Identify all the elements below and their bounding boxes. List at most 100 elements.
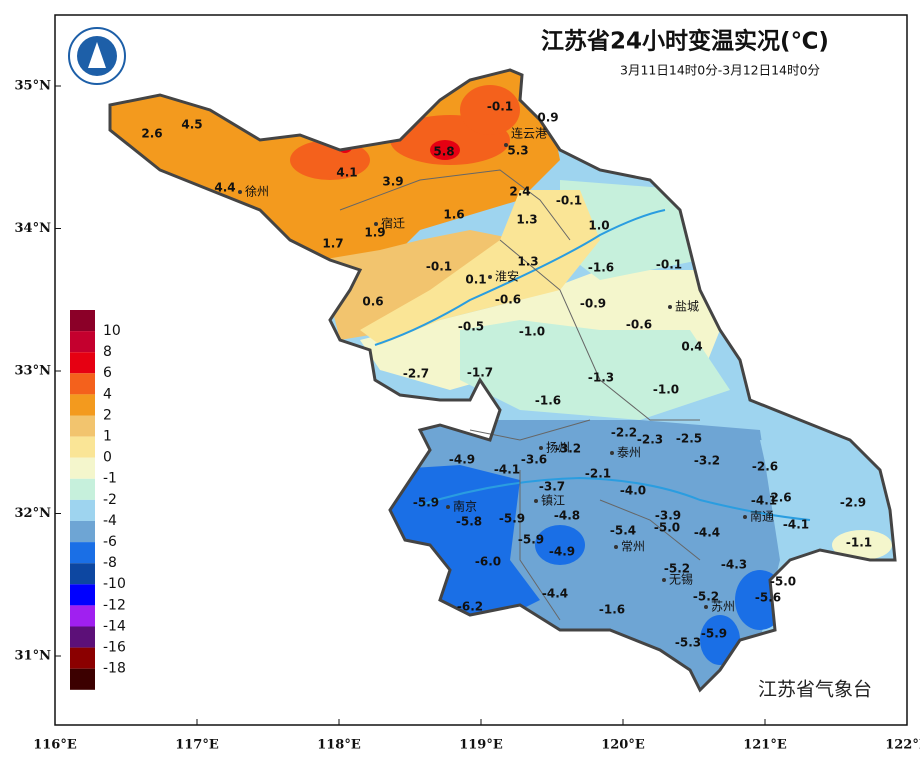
station-value: -5.0 — [654, 521, 680, 535]
legend-swatch — [70, 310, 95, 332]
legend-swatch — [70, 499, 95, 521]
legend-label: 0 — [103, 450, 112, 466]
station-value: -4.1 — [783, 518, 809, 532]
station-value: -1.3 — [588, 371, 614, 385]
station-value: -2.5 — [676, 432, 702, 446]
station-value: -5.0 — [770, 575, 796, 589]
station-value: -4.9 — [449, 453, 475, 467]
station-value: -2.3 — [637, 433, 663, 447]
lon-label: 122°E — [885, 738, 920, 753]
subtitle: 3月11日14时0分-3月12日14时0分 — [620, 63, 820, 78]
city-name: 南京 — [453, 499, 477, 514]
legend-swatch — [70, 563, 95, 585]
station-value: -3.7 — [539, 480, 565, 494]
legend-label: -18 — [103, 661, 126, 677]
legend-label: -4 — [103, 513, 117, 529]
station-value: 2.4 — [509, 185, 530, 199]
legend-swatch — [70, 605, 95, 627]
lat-label: 33°N — [15, 364, 52, 379]
station-value: 1.7 — [322, 237, 343, 251]
station-value: -4.0 — [620, 484, 646, 498]
station-value: -3.2 — [555, 442, 581, 456]
station-value: -2.1 — [585, 467, 611, 481]
station-value: 2.6 — [770, 491, 791, 505]
city-name: 苏州 — [711, 600, 735, 614]
legend-label: -2 — [103, 492, 117, 508]
legend-label: 6 — [103, 365, 112, 381]
station-value: -1.0 — [653, 383, 679, 397]
lon-label: 119°E — [459, 738, 503, 753]
station-value: -0.6 — [495, 293, 521, 307]
station-value: -5.9 — [518, 533, 544, 547]
station-value: -0.1 — [426, 260, 452, 274]
legend-swatch — [70, 457, 95, 479]
station-value: -1.6 — [599, 603, 625, 617]
station-value: 1.9 — [364, 226, 385, 240]
station-value: -5.6 — [755, 591, 781, 605]
lon-label: 121°E — [743, 738, 787, 753]
city-dot — [539, 446, 543, 450]
legend-swatch — [70, 584, 95, 606]
city-dot — [374, 222, 378, 226]
station-value: -1.6 — [588, 261, 614, 275]
station-value: -1.6 — [535, 394, 561, 408]
temp-zone — [760, 440, 895, 560]
legend-label: -6 — [103, 534, 117, 550]
station-value: -3.6 — [521, 453, 547, 467]
legend-label: 1 — [103, 429, 112, 445]
logo — [68, 27, 126, 85]
city-dot — [668, 305, 672, 309]
station-value: -1.7 — [467, 366, 493, 380]
station-value: -4.1 — [494, 463, 520, 477]
legend-label: 4 — [103, 386, 112, 402]
temp-zone — [360, 190, 600, 345]
legend-swatch — [70, 521, 95, 543]
temp-zone — [832, 530, 892, 560]
station-value: -5.2 — [664, 562, 690, 576]
legend-label: -12 — [103, 597, 126, 613]
legend-swatch — [70, 626, 95, 648]
station-value: -2.7 — [403, 367, 429, 381]
station-value: 0.9 — [537, 111, 558, 125]
station-value: -5.9 — [499, 512, 525, 526]
station-value: -5.4 — [610, 524, 636, 538]
legend-label: 2 — [103, 407, 112, 423]
legend-swatch — [70, 415, 95, 437]
station-value: 1.3 — [516, 213, 537, 227]
temp-zone — [560, 180, 700, 280]
city-dot — [743, 515, 747, 519]
legend-swatch — [70, 373, 95, 395]
temp-zone — [430, 140, 460, 160]
lat-label: 35°N — [15, 79, 52, 94]
station-value: -2.2 — [611, 426, 637, 440]
agency: 江苏省气象台 — [758, 679, 872, 701]
station-value: -3.9 — [655, 509, 681, 523]
temp-zone — [535, 525, 585, 565]
lon-label: 117°E — [175, 738, 219, 753]
station-value: -6.0 — [475, 555, 501, 569]
lon-label: 118°E — [317, 738, 361, 753]
city-name: 常州 — [621, 540, 645, 554]
city-name: 无锡 — [669, 572, 693, 587]
temp-zone — [320, 230, 520, 340]
city-name: 镇江 — [541, 494, 565, 508]
station-value: -4.4 — [542, 587, 568, 601]
city-dot — [534, 499, 538, 503]
temp-zone — [460, 320, 730, 420]
title: 江苏省24小时变温实况(℃) — [541, 28, 829, 55]
station-value: -0.1 — [556, 194, 582, 208]
station-value: 4.4 — [214, 181, 235, 195]
legend-label: 10 — [103, 323, 121, 339]
legend-swatch — [70, 331, 95, 353]
legend-label: 8 — [103, 344, 112, 360]
station-value: -5.2 — [693, 590, 719, 604]
station-value: -1.1 — [846, 536, 872, 550]
lon-label: 116°E — [33, 738, 77, 753]
station-value: -5.9 — [701, 627, 727, 641]
station-value: 5.3 — [507, 144, 528, 158]
city-dot — [614, 545, 618, 549]
river — [419, 476, 811, 521]
station-value: -4.9 — [549, 545, 575, 559]
station-value: 4.1 — [336, 166, 357, 180]
